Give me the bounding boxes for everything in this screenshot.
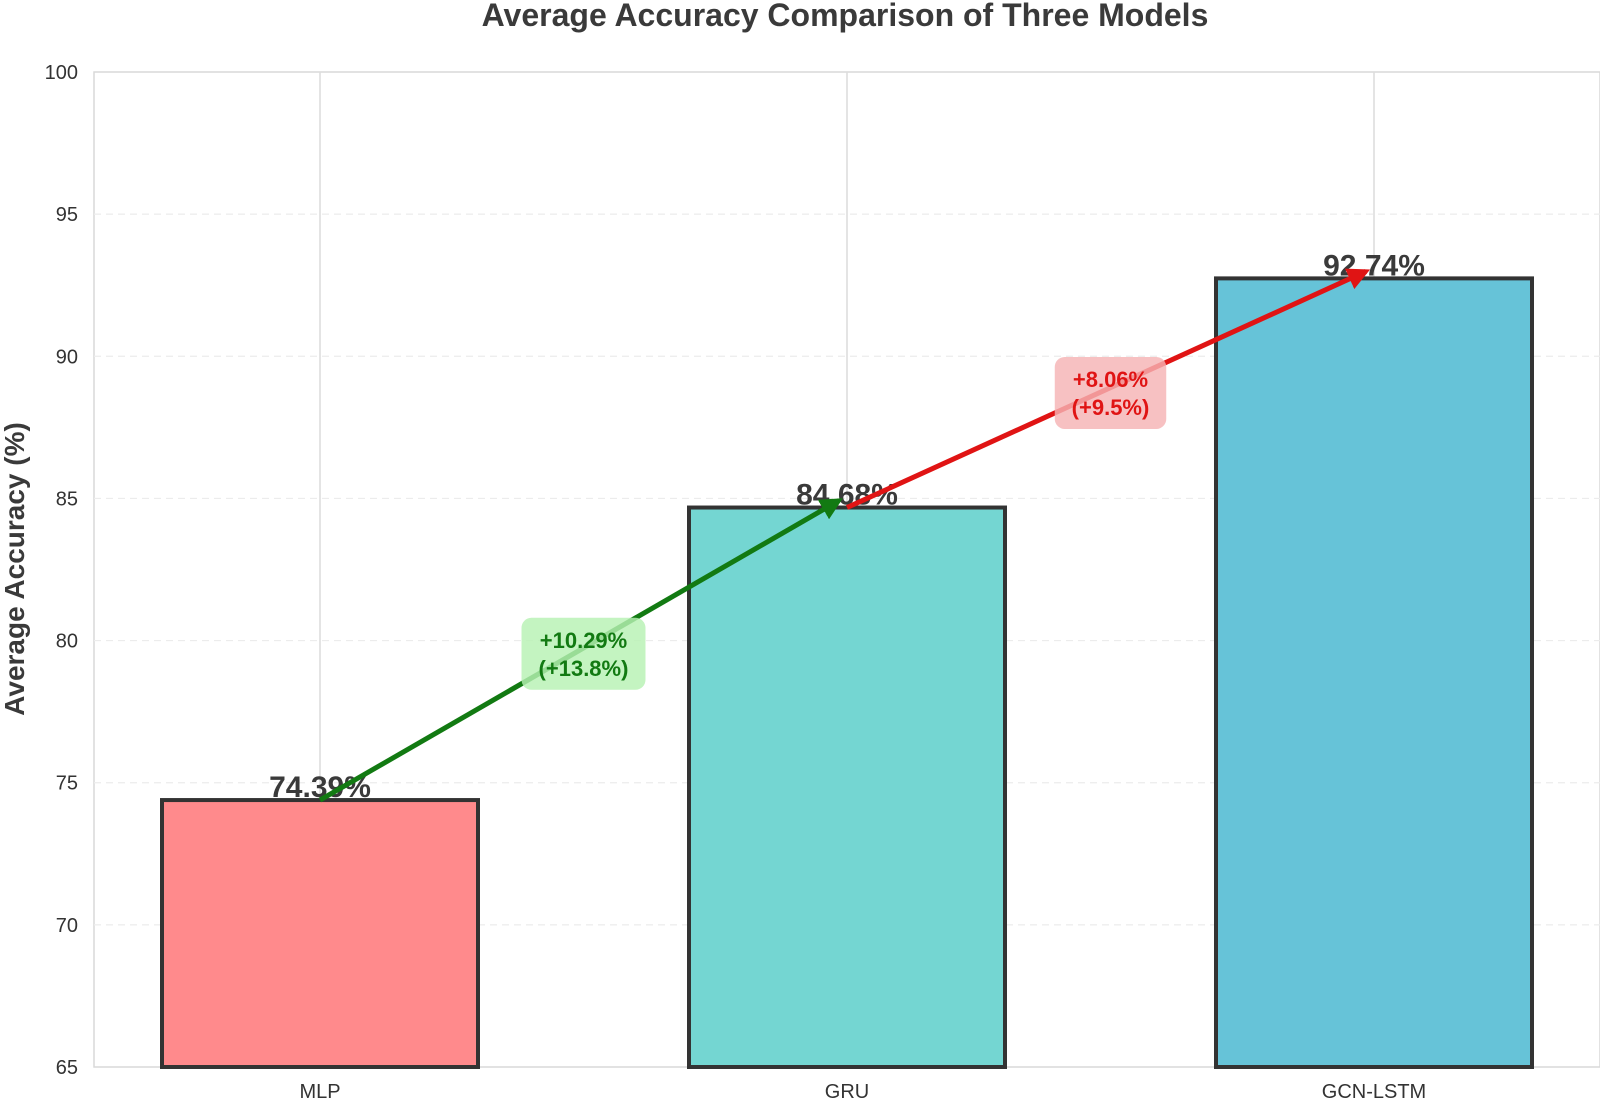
y-tick-label: 90 xyxy=(56,346,78,368)
annotation-absolute-gain: +8.06% xyxy=(1073,367,1148,392)
axis-layer: 65 70 75 80 85 90 95 100 MLP GRU GCN-LSTM xyxy=(45,62,1427,1100)
y-tick-label: 65 xyxy=(56,1057,78,1079)
value-label: 92.74% xyxy=(1323,249,1425,282)
x-tick-label: MLP xyxy=(299,1081,340,1100)
y-tick-label: 100 xyxy=(45,62,78,84)
y-tick-label: 80 xyxy=(56,631,78,653)
annotation-absolute-gain: +10.29% xyxy=(540,628,627,653)
bar xyxy=(1214,276,1534,1069)
x-tick-label: GRU xyxy=(825,1081,869,1100)
y-tick-label: 70 xyxy=(56,915,78,937)
annotation-relative-gain: (+9.5%) xyxy=(1072,395,1150,420)
y-tick-label: 75 xyxy=(56,773,78,795)
annotation-relative-gain: (+13.8%) xyxy=(539,656,629,681)
x-tick-label: GCN-LSTM xyxy=(1322,1081,1426,1100)
annotation-layer: 74.39%84.68%92.74%+10.29%(+13.8%)+8.06%(… xyxy=(269,249,1425,804)
bar xyxy=(160,798,480,1069)
y-tick-label: 95 xyxy=(56,204,78,226)
y-axis-label: Average Accuracy (%) xyxy=(0,422,30,716)
chart-title: Average Accuracy Comparison of Three Mod… xyxy=(482,0,1209,33)
bar-layer xyxy=(160,276,1534,1070)
y-tick-label: 85 xyxy=(56,488,78,510)
bar xyxy=(687,505,1007,1070)
annotation-box xyxy=(1054,356,1167,429)
annotation-box xyxy=(521,617,646,690)
